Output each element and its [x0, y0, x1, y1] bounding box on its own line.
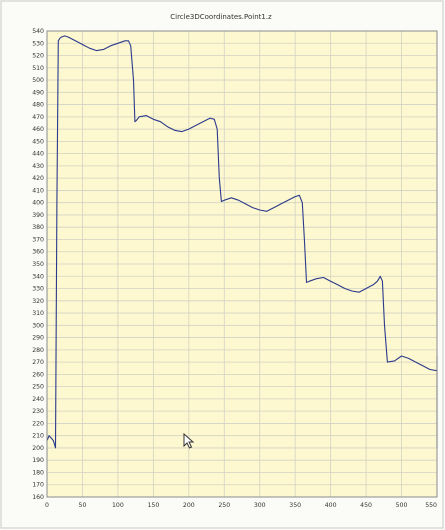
- x-axis-tick-labels: 0 50 100 150 200 250 300 350 400 450 500 550: [45, 502, 437, 509]
- y-tick-label: 250: [32, 384, 44, 391]
- y-tick-label: 400: [32, 200, 44, 207]
- y-tick-label: 240: [32, 396, 44, 403]
- x-tick-label: 150: [147, 502, 159, 509]
- y-tick-label: 380: [32, 224, 44, 231]
- x-tick-label: 250: [218, 502, 230, 509]
- x-tick-label: 0: [45, 502, 49, 509]
- arrow-pointer-icon: [183, 433, 195, 449]
- y-tick-label: 540: [32, 28, 44, 35]
- y-tick-label: 430: [32, 163, 44, 170]
- x-tick-label: 550: [425, 502, 437, 509]
- y-tick-label: 220: [32, 420, 44, 427]
- y-tick-label: 490: [32, 89, 44, 96]
- y-tick-label: 160: [32, 494, 44, 501]
- y-tick-label: 390: [32, 212, 44, 219]
- x-tick-label: 350: [289, 502, 301, 509]
- y-axis-tick-labels: 160 170 180 190 200 210 220 230 240 250 260 270 280 2…: [32, 28, 44, 501]
- x-tick-label: 450: [360, 502, 372, 509]
- y-tick-label: 330: [32, 286, 44, 293]
- y-tick-label: 370: [32, 236, 44, 243]
- x-tick-label: 300: [254, 502, 266, 509]
- x-tick-label: 500: [396, 502, 408, 509]
- y-tick-label: 320: [32, 298, 44, 305]
- y-tick-label: 200: [32, 445, 44, 452]
- y-tick-label: 260: [32, 371, 44, 378]
- y-tick-label: 210: [32, 433, 44, 440]
- y-tick-label: 340: [32, 273, 44, 280]
- y-tick-label: 300: [32, 322, 44, 329]
- chart-title: Circle3DCoordinates.Point1.z: [170, 13, 272, 21]
- y-tick-label: 510: [32, 65, 44, 72]
- y-tick-label: 420: [32, 175, 44, 182]
- y-tick-label: 530: [32, 40, 44, 47]
- y-tick-label: 450: [32, 138, 44, 145]
- x-tick-label: 200: [183, 502, 195, 509]
- y-tick-label: 230: [32, 408, 44, 415]
- x-tick-label: 100: [112, 502, 124, 509]
- y-tick-label: 270: [32, 359, 44, 366]
- plot-frame: [46, 30, 438, 498]
- y-tick-label: 170: [32, 482, 44, 489]
- y-tick-label: 280: [32, 347, 44, 354]
- y-tick-label: 520: [32, 53, 44, 60]
- y-tick-label: 410: [32, 187, 44, 194]
- y-tick-label: 500: [32, 77, 44, 84]
- y-tick-label: 480: [32, 102, 44, 109]
- y-tick-label: 190: [32, 457, 44, 464]
- y-tick-label: 350: [32, 261, 44, 268]
- y-tick-label: 470: [32, 114, 44, 121]
- series-line: [46, 35, 438, 449]
- y-tick-label: 180: [32, 469, 44, 476]
- x-tick-label: 50: [79, 502, 87, 509]
- x-tick-label: 400: [325, 502, 337, 509]
- y-tick-label: 460: [32, 126, 44, 133]
- y-tick-label: 310: [32, 310, 44, 317]
- y-tick-label: 440: [32, 151, 44, 158]
- y-tick-label: 360: [32, 249, 44, 256]
- y-tick-label: 290: [32, 335, 44, 342]
